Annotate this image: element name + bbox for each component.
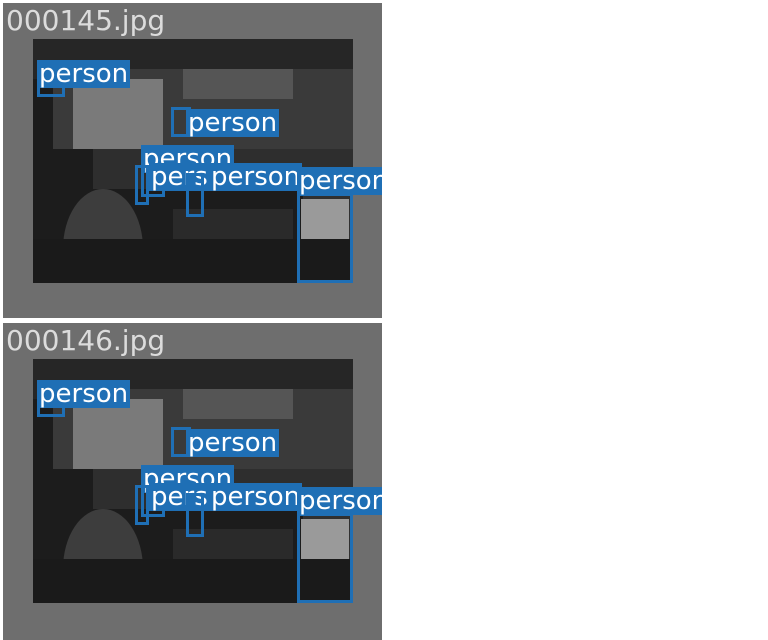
- bounding-box: [186, 493, 204, 537]
- image-tile-000145: 000145.jpg person person person person: [3, 3, 382, 318]
- bounding-box: [186, 173, 204, 217]
- image-filename: 000146.jpg: [6, 324, 166, 357]
- bounding-box: [297, 513, 353, 603]
- detection-label: person: [37, 59, 131, 89]
- bounding-box: [297, 193, 353, 283]
- bounding-box: [135, 485, 149, 525]
- detection-label: person: [209, 162, 303, 192]
- detection-label: person: [297, 487, 382, 515]
- bounding-box: [135, 165, 149, 205]
- detection-label: person: [186, 428, 280, 458]
- detection-label: person: [297, 167, 382, 195]
- detection-label: person: [186, 108, 280, 138]
- detection-label: person: [37, 379, 131, 409]
- image-filename: 000145.jpg: [6, 4, 166, 37]
- image-tile-000146: 000146.jpg person person person person: [3, 323, 382, 640]
- detection-label: person: [209, 482, 303, 512]
